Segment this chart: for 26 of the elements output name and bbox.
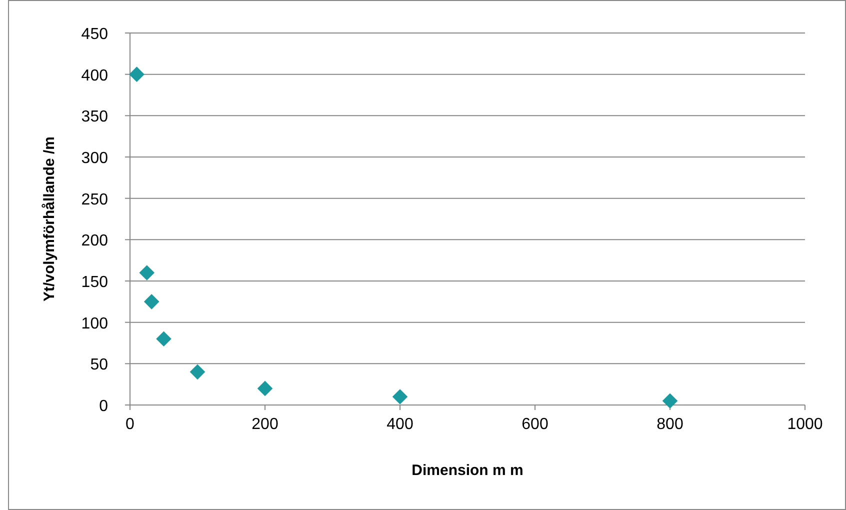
y-tick-label: 250 xyxy=(81,191,108,208)
point xyxy=(662,393,678,409)
y-tick-label: 350 xyxy=(81,108,108,126)
point xyxy=(190,364,206,380)
x-tick-label: 200 xyxy=(252,416,278,433)
y-tick-label: 450 xyxy=(81,26,108,43)
y-tick-label: 0 xyxy=(99,398,108,415)
y-axis-title: Yt/volymförhållande /m xyxy=(41,136,58,302)
x-tick-label: 400 xyxy=(386,416,414,433)
y-tick-label: 400 xyxy=(81,67,108,84)
y-tick-label: 300 xyxy=(81,150,108,167)
y-tick-label: 150 xyxy=(81,274,108,291)
y-tick-label: 200 xyxy=(81,232,108,250)
x-tick-label: 600 xyxy=(522,416,548,433)
x-tick-label: 1000 xyxy=(787,416,823,433)
point xyxy=(392,389,408,404)
point xyxy=(257,380,273,396)
x-axis-title: Dimension m m xyxy=(412,462,524,479)
point xyxy=(129,66,144,82)
point xyxy=(156,331,172,347)
point xyxy=(139,265,155,280)
x-tick-label: 0 xyxy=(126,416,135,433)
y-tick-label: 100 xyxy=(81,315,108,332)
point xyxy=(144,294,160,310)
y-tick-label: 50 xyxy=(90,356,108,374)
x-tick-label: 800 xyxy=(656,416,684,433)
